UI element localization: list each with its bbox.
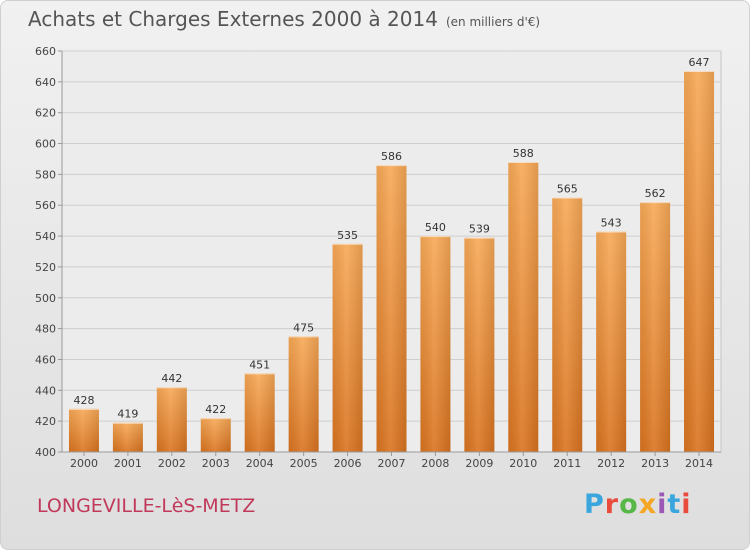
bar-shade bbox=[596, 231, 627, 452]
data-label: 535 bbox=[337, 229, 358, 242]
data-label: 540 bbox=[425, 221, 446, 234]
bar-shade bbox=[112, 422, 143, 452]
bar-shade bbox=[288, 336, 319, 452]
bar-shade bbox=[508, 162, 539, 453]
x-tick-label: 2011 bbox=[553, 457, 581, 470]
brand-letter: i bbox=[657, 489, 668, 520]
data-label: 422 bbox=[205, 403, 226, 416]
y-tick-label: 520 bbox=[35, 261, 56, 274]
x-tick-label: 2000 bbox=[70, 457, 98, 470]
brand-letter: r bbox=[604, 489, 620, 520]
x-tick-label: 2012 bbox=[597, 457, 625, 470]
y-tick-label: 560 bbox=[35, 199, 56, 212]
data-label: 543 bbox=[601, 216, 622, 229]
y-tick-label: 580 bbox=[35, 168, 56, 181]
x-axis: 2000 2001 2002 2003 2004 2005 2006 2007 2008 2009… bbox=[62, 451, 721, 470]
brand-letter: i bbox=[681, 489, 692, 520]
bar-shade bbox=[332, 243, 363, 452]
y-tick-label: 660 bbox=[35, 45, 56, 58]
bar-shade bbox=[640, 202, 671, 452]
bars bbox=[68, 71, 715, 453]
bar-shade bbox=[376, 165, 407, 452]
data-labels: 428 419 442 422 451 475 535 586 540 539 588 565 543 5… bbox=[73, 56, 709, 421]
x-tick-label: 2002 bbox=[158, 457, 186, 470]
x-tick-label: 2013 bbox=[641, 457, 669, 470]
bar-shade bbox=[244, 373, 275, 452]
data-label: 428 bbox=[73, 394, 94, 407]
x-tick-label: 2001 bbox=[114, 457, 142, 470]
brand-letter: P bbox=[584, 489, 605, 520]
y-tick-label: 600 bbox=[35, 138, 56, 151]
x-tick-label: 2009 bbox=[465, 457, 493, 470]
bar-shade bbox=[464, 237, 495, 452]
bar-shade bbox=[200, 418, 231, 452]
y-tick-label: 620 bbox=[35, 107, 56, 120]
data-label: 475 bbox=[293, 321, 314, 334]
y-tick-label: 480 bbox=[35, 323, 56, 336]
x-tick-label: 2010 bbox=[509, 457, 537, 470]
brand-letter: x bbox=[638, 489, 658, 520]
bar-shade bbox=[552, 197, 583, 452]
x-tick-label: 2003 bbox=[202, 457, 230, 470]
y-axis: 400 420 440 460 480 500 520 540 560 580 600 620 640 6… bbox=[35, 45, 63, 459]
data-label: 539 bbox=[469, 223, 490, 236]
y-tick-label: 500 bbox=[35, 292, 56, 305]
x-tick-label: 2004 bbox=[246, 457, 274, 470]
data-label: 562 bbox=[645, 187, 666, 200]
bar-shade bbox=[684, 71, 715, 453]
y-tick-label: 440 bbox=[35, 384, 56, 397]
bar-shade bbox=[420, 236, 451, 452]
data-label: 647 bbox=[689, 56, 710, 69]
brand-letter: o bbox=[619, 489, 639, 520]
data-label: 451 bbox=[249, 358, 270, 371]
chart-unit: (en milliers d'€) bbox=[445, 15, 541, 29]
y-tick-label: 640 bbox=[35, 76, 56, 89]
x-tick-label: 2005 bbox=[290, 457, 318, 470]
y-tick-label: 420 bbox=[35, 415, 56, 428]
x-tick-label: 2006 bbox=[334, 457, 362, 470]
x-tick-label: 2014 bbox=[685, 457, 713, 470]
bar-shade bbox=[68, 408, 99, 452]
brand-letter: t bbox=[667, 489, 682, 520]
chart-title-block: Achats et Charges Externes 2000 à 2014 (e… bbox=[28, 7, 540, 31]
y-tick-label: 400 bbox=[35, 446, 56, 459]
x-tick-label: 2008 bbox=[421, 457, 449, 470]
data-label: 442 bbox=[161, 372, 182, 385]
bar-shade bbox=[156, 387, 187, 452]
commune-name: LONGEVILLE-LèS-METZ bbox=[37, 495, 256, 517]
data-label: 419 bbox=[117, 408, 138, 421]
data-label: 565 bbox=[557, 183, 578, 196]
y-tick-label: 540 bbox=[35, 230, 56, 243]
data-label: 586 bbox=[381, 150, 402, 163]
chart-title: Achats et Charges Externes 2000 à 2014 bbox=[28, 7, 438, 31]
y-tick-label: 460 bbox=[35, 353, 56, 366]
x-tick-label: 2007 bbox=[378, 457, 406, 470]
proxiti-logo: Proxiti bbox=[584, 489, 692, 520]
data-label: 588 bbox=[513, 147, 534, 160]
